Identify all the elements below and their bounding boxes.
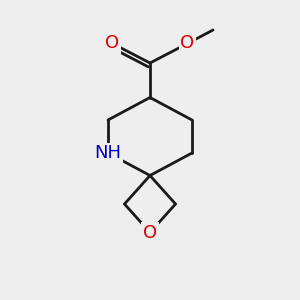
Text: O: O bbox=[180, 34, 195, 52]
Text: O: O bbox=[105, 34, 120, 52]
Text: NH: NH bbox=[94, 144, 122, 162]
Text: O: O bbox=[143, 224, 157, 242]
